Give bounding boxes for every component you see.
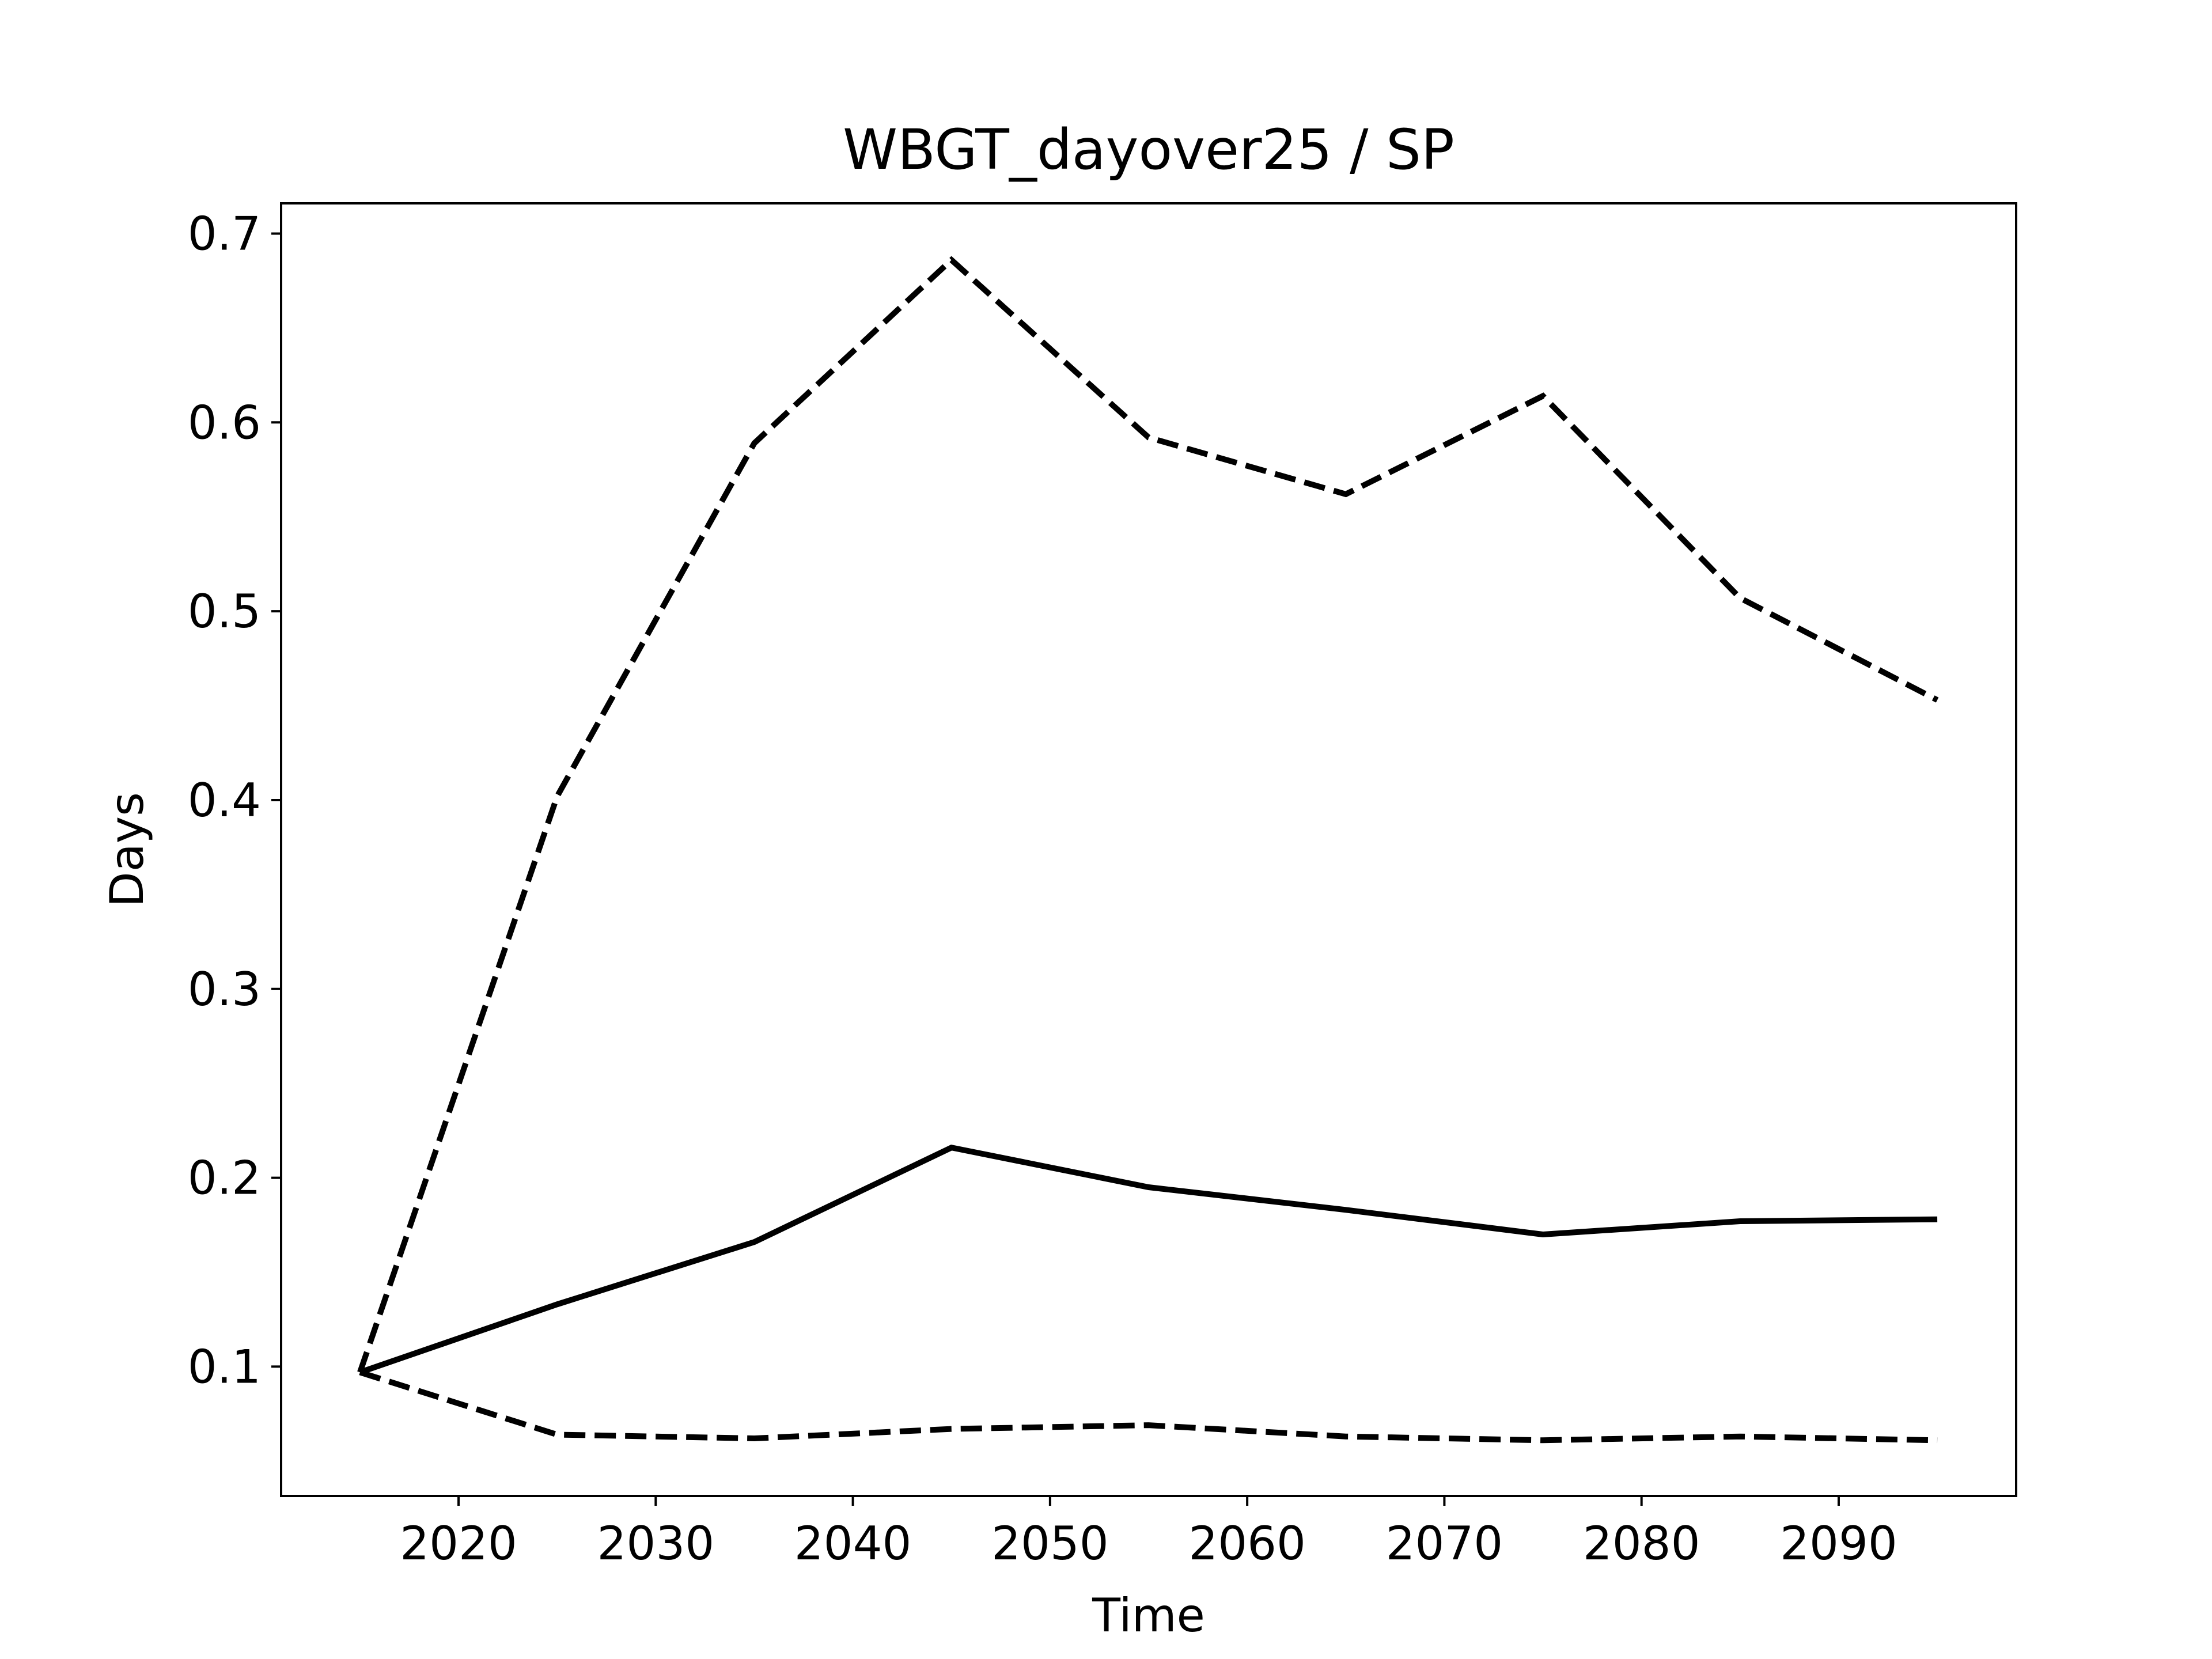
- y-axis-label: Days: [100, 792, 154, 907]
- series-layer: [357, 256, 1939, 1444]
- x-tick-label: 2080: [1583, 1517, 1700, 1570]
- lower-dashed-line: [359, 1369, 1938, 1444]
- chart-title: WBGT_dayover25 / SP: [843, 118, 1455, 182]
- y-tick-label: 0.3: [188, 963, 261, 1016]
- x-tick-label: 2060: [1188, 1517, 1306, 1570]
- x-tick-label: 2040: [794, 1517, 912, 1570]
- x-tick-label: 2070: [1386, 1517, 1503, 1570]
- y-tick-label: 0.6: [188, 396, 261, 449]
- y-tick-label: 0.7: [188, 207, 261, 260]
- x-tick-label: 2050: [991, 1517, 1109, 1570]
- upper-dashed-line: [357, 256, 1939, 1373]
- x-tick-label: 2030: [597, 1517, 715, 1570]
- x-tick-label: 2090: [1780, 1517, 1897, 1570]
- y-tick-label: 0.2: [188, 1152, 261, 1205]
- y-tick-label: 0.5: [188, 585, 261, 638]
- x-tick-label: 2020: [400, 1517, 517, 1570]
- median-solid-line: [359, 1144, 1938, 1376]
- plot-frame: [280, 202, 2017, 1497]
- axes-layer: 2020 2030 2040 2050 2060 2070 2080 2090 0.1 0.2 0.…: [188, 207, 1897, 1570]
- x-axis-label: Time: [1092, 1589, 1205, 1642]
- y-tick-label: 0.4: [188, 774, 261, 827]
- y-tick-label: 0.1: [188, 1340, 261, 1393]
